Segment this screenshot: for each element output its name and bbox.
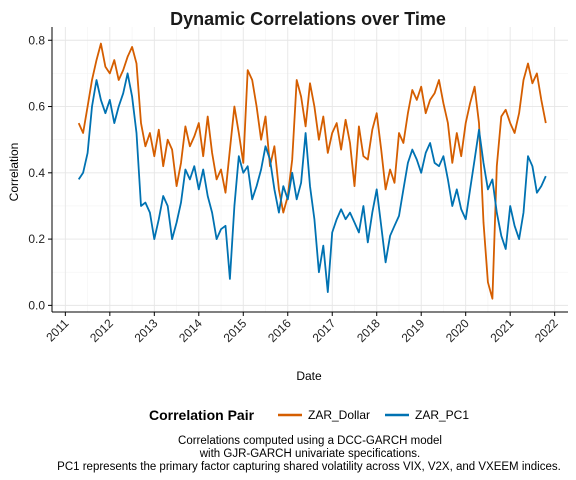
plot-panel: 0.0 0.2 0.4 0.6 0.8 2011 2012 2013 2014 2015 2016 2…	[28, 27, 568, 345]
caption: Correlations computed using a DCC-GARCH …	[57, 435, 561, 473]
chart-title: Dynamic Correlations over Time	[170, 9, 446, 29]
legend: Correlation Pair ZAR_Dollar ZAR_PC1	[149, 407, 469, 423]
x-tick-label: 2014	[176, 316, 205, 345]
y-tick-label: 0.2	[28, 232, 45, 246]
x-tick-label: 2011	[43, 316, 71, 344]
x-tick-label: 2020	[443, 316, 472, 345]
caption-line-2: with GJR-GARCH univariate specifications…	[199, 448, 421, 460]
y-axis-title: Correlation	[7, 143, 21, 202]
legend-title: Correlation Pair	[149, 407, 255, 423]
x-tick-label: 2015	[221, 316, 250, 345]
grid-lines	[52, 27, 568, 312]
x-tick-label: 2022	[532, 316, 561, 345]
x-tick-label: 2019	[399, 316, 428, 345]
caption-line-3: PC1 represents the primary factor captur…	[57, 461, 561, 473]
caption-line-1: Correlations computed using a DCC-GARCH …	[178, 435, 442, 447]
y-tick-label: 0.0	[28, 298, 45, 312]
y-tick-label: 0.8	[28, 33, 45, 47]
series-layer	[77, 42, 547, 300]
x-tick-label: 2016	[265, 316, 294, 345]
x-tick-label: 2013	[132, 316, 161, 345]
series-line-zar-dollar	[77, 42, 547, 300]
y-tick-label: 0.6	[28, 100, 45, 114]
y-tick-label: 0.4	[28, 166, 45, 180]
legend-label-zar-dollar: ZAR_Dollar	[308, 408, 370, 422]
legend-label-zar-pc1: ZAR_PC1	[415, 408, 469, 422]
x-tick-label: 2012	[87, 316, 116, 345]
x-tick-label: 2017	[310, 316, 339, 345]
x-tick-label: 2018	[354, 316, 383, 345]
x-tick-label: 2021	[488, 316, 517, 345]
series-line-zar-pc1	[77, 72, 547, 293]
x-axis-title: Date	[296, 369, 322, 383]
